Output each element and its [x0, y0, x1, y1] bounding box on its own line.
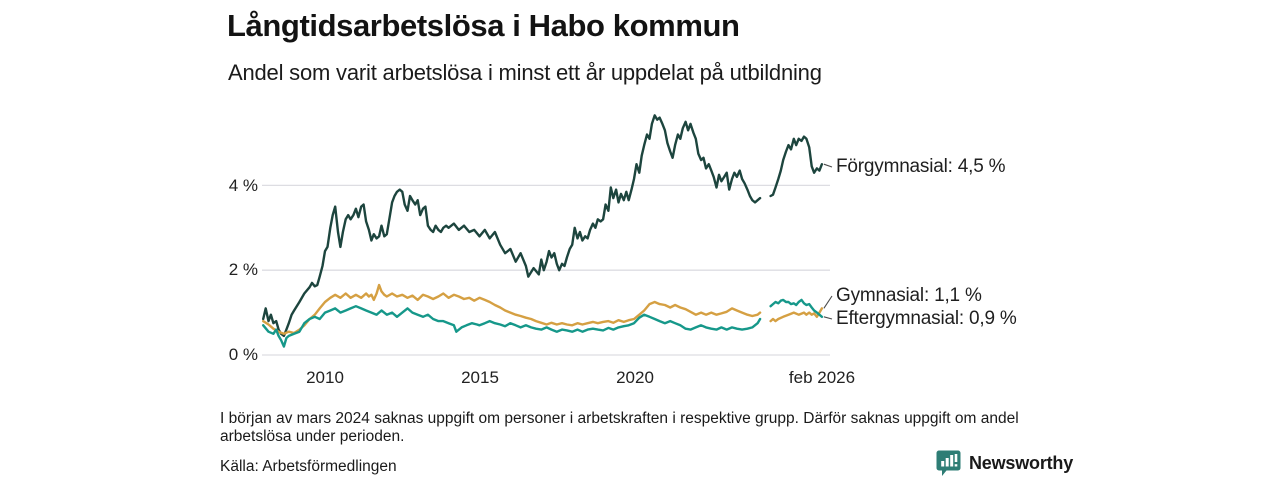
newsworthy-barchart-bubble-icon [936, 450, 961, 477]
y-tick-4: 4 % [228, 176, 258, 195]
chart-footnote: I början av mars 2024 saknas uppgift om … [220, 410, 1019, 445]
x-tick-2020: 2020 [616, 368, 654, 387]
y-tick-0: 0 % [228, 345, 258, 364]
newsworthy-branding: Newsworthy [936, 450, 1073, 477]
series-label-gymnasial: Gymnasial: 1,1 % [836, 285, 982, 306]
x-tick-feb-2026: feb 2026 [788, 368, 856, 387]
page-title: Långtidsarbetslösa i Habo kommun [227, 8, 740, 43]
x-tick-2010: 2010 [306, 368, 344, 387]
series-label-eftergymnasial: Eftergymnasial: 0,9 % [836, 308, 1017, 329]
x-tick-2015: 2015 [461, 368, 499, 387]
source-attribution: Källa: Arbetsförmedlingen [220, 458, 397, 475]
series-label-forgymnasial: Förgymnasial: 4,5 % [836, 156, 1006, 177]
brand-name: Newsworthy [969, 453, 1074, 473]
y-tick-2: 2 % [228, 260, 258, 279]
chart-subtitle: Andel som varit arbetslösa i minst ett å… [228, 60, 822, 85]
